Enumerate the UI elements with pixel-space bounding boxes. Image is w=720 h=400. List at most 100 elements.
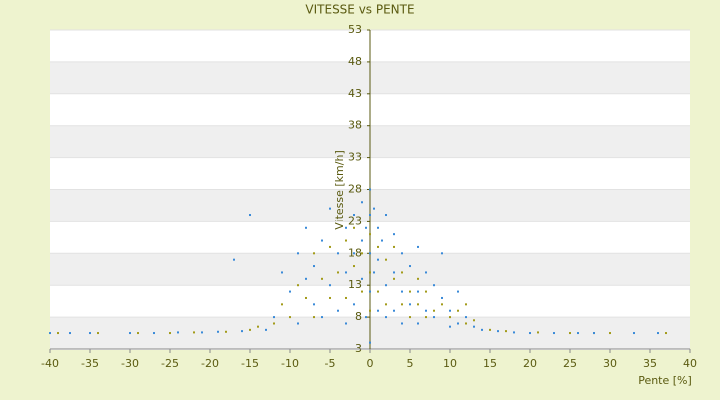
- point: [313, 303, 315, 306]
- point: [577, 332, 579, 335]
- point: [553, 332, 555, 335]
- point: [393, 277, 395, 280]
- point: [365, 226, 367, 229]
- point: [489, 328, 491, 331]
- point: [361, 239, 363, 242]
- point: [433, 309, 435, 312]
- point: [449, 309, 451, 312]
- point: [49, 332, 51, 335]
- x-tick-label: 0: [367, 357, 374, 370]
- point: [313, 316, 315, 319]
- point: [417, 303, 419, 306]
- point: [329, 207, 331, 210]
- point: [193, 331, 195, 334]
- x-tick-label: 10: [443, 357, 457, 370]
- point: [265, 328, 267, 331]
- y-tick-label: 13: [348, 278, 362, 291]
- y-tick-label: 33: [348, 151, 362, 164]
- point: [417, 322, 419, 325]
- point: [281, 303, 283, 306]
- point: [345, 271, 347, 274]
- point: [369, 252, 371, 255]
- point: [369, 271, 371, 274]
- point: [329, 245, 331, 248]
- point: [529, 332, 531, 335]
- y-tick-label: 28: [348, 183, 362, 196]
- point: [481, 328, 483, 331]
- point: [409, 265, 411, 268]
- point: [97, 332, 99, 335]
- point: [425, 309, 427, 312]
- y-tick-label: 23: [348, 214, 362, 227]
- point: [329, 284, 331, 287]
- point: [297, 322, 299, 325]
- point: [433, 284, 435, 287]
- point: [449, 325, 451, 328]
- point: [633, 332, 635, 335]
- point: [393, 233, 395, 236]
- point: [373, 271, 375, 274]
- point: [385, 284, 387, 287]
- point: [449, 316, 451, 319]
- point: [361, 201, 363, 204]
- point: [353, 265, 355, 268]
- x-tick-label: 35: [643, 357, 657, 370]
- point: [289, 290, 291, 293]
- point: [369, 309, 371, 312]
- y-tick-label: 48: [348, 55, 362, 68]
- point: [385, 303, 387, 306]
- chart-title: VITESSE vs PENTE: [305, 3, 414, 17]
- x-tick-label: 30: [603, 357, 617, 370]
- point: [329, 296, 331, 299]
- point: [241, 330, 243, 333]
- point: [353, 214, 355, 217]
- point: [345, 322, 347, 325]
- point: [321, 316, 323, 319]
- point: [217, 330, 219, 333]
- point: [609, 332, 611, 335]
- y-tick-label: 43: [348, 87, 362, 100]
- point: [289, 316, 291, 319]
- point: [665, 332, 667, 335]
- point: [369, 341, 371, 344]
- point: [657, 332, 659, 335]
- point: [425, 290, 427, 293]
- point: [337, 271, 339, 274]
- point: [393, 245, 395, 248]
- point: [457, 309, 459, 312]
- point: [377, 258, 379, 261]
- point: [353, 303, 355, 306]
- x-tick-label: -15: [241, 357, 259, 370]
- point: [433, 316, 435, 319]
- point: [385, 316, 387, 319]
- point: [377, 309, 379, 312]
- x-tick-label: 20: [523, 357, 537, 370]
- x-axis-title: Pente [%]: [638, 374, 692, 387]
- point: [201, 331, 203, 334]
- point: [393, 271, 395, 274]
- point: [417, 277, 419, 280]
- point: [465, 322, 467, 325]
- point: [593, 332, 595, 335]
- x-tick-label: 5: [407, 357, 414, 370]
- point: [473, 319, 475, 322]
- point: [305, 226, 307, 229]
- point: [385, 214, 387, 217]
- x-tick-label: -30: [121, 357, 139, 370]
- point: [321, 239, 323, 242]
- point: [425, 316, 427, 319]
- point: [225, 330, 227, 333]
- point: [129, 332, 131, 335]
- x-tick-label: 25: [563, 357, 577, 370]
- point: [177, 331, 179, 334]
- x-tick-label: 40: [683, 357, 697, 370]
- y-tick-label: 8: [355, 310, 362, 323]
- point: [57, 332, 59, 335]
- point: [345, 239, 347, 242]
- point: [369, 233, 371, 236]
- point: [537, 331, 539, 334]
- point: [465, 316, 467, 319]
- point: [473, 325, 475, 328]
- point: [257, 325, 259, 328]
